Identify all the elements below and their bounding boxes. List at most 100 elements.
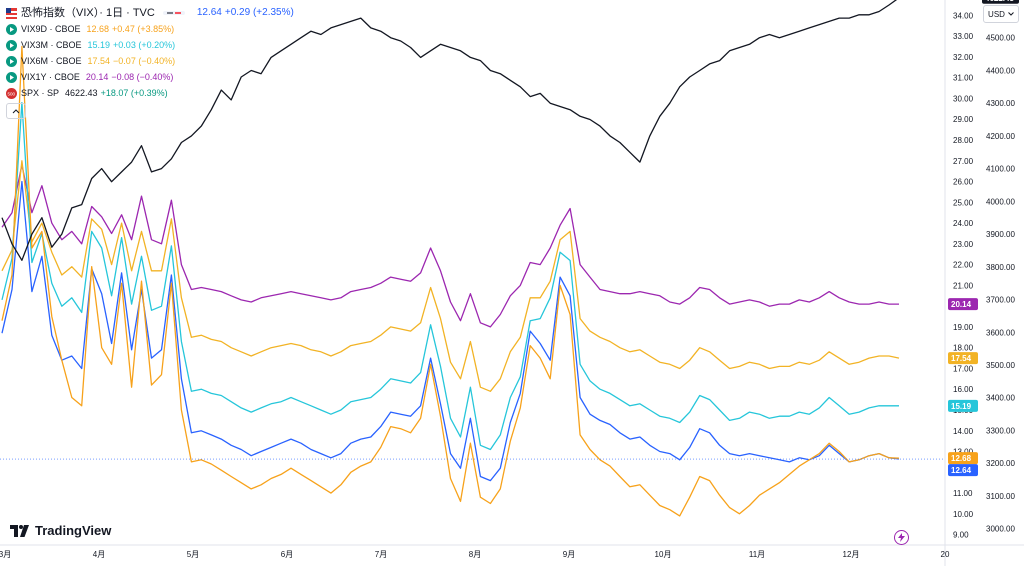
spx-tick-label: 3700.00 (986, 296, 1015, 305)
series-lines (0, 0, 945, 517)
currency-label: USD (988, 9, 1005, 19)
legend-value: 4622.43 (65, 88, 98, 98)
tradingview-logo-icon (10, 524, 29, 537)
legend-row-vix6m[interactable]: VIX6M · CBOE 17.54 −0.07 (−0.40%) (6, 53, 297, 69)
legend-row-vix3m[interactable]: VIX3M · CBOE 15.19 +0.03 (+0.20%) (6, 37, 297, 53)
vix-tick-label: 11.00 (953, 489, 973, 498)
legend-row-vix9d[interactable]: VIX9D · CBOE 12.68 +0.47 (+3.85%) (6, 21, 297, 37)
legend-name: VIX1Y · CBOE (21, 72, 80, 82)
vix-tick-label: 23.00 (953, 240, 974, 249)
vix-tick-label: 32.00 (953, 53, 974, 62)
vix-tick-label: 25.00 (953, 198, 974, 207)
price-tag-label: 15.19 (951, 402, 972, 411)
vix-tick-label: 26.00 (953, 178, 974, 187)
price-tag-label: 17.54 (951, 354, 972, 363)
play-icon[interactable] (6, 23, 17, 35)
time-tick-label: 3月 (0, 550, 11, 559)
time-tick-label: 9月 (563, 550, 575, 559)
legend-main-row[interactable]: 恐怖指数（VIX）· 1日 · TVC 12.64 +0.29 (+2.35%) (6, 5, 297, 21)
legend-row-spx[interactable]: 500 SPX · SP 4622.43 +18.07 (+0.39%) (6, 85, 297, 101)
time-tick-label: 6月 (281, 550, 293, 559)
play-icon[interactable] (6, 39, 17, 51)
legend-row-vix1y[interactable]: VIX1Y · CBOE 20.14 −0.08 (−0.40%) (6, 69, 297, 85)
price-tag (948, 452, 978, 465)
vix-tick-label: 14.00 (953, 427, 974, 436)
vix-tick-label: 28.00 (953, 136, 974, 145)
spx-tick-label: 3000.00 (986, 525, 1015, 534)
vix-tick-label: 10.00 (953, 510, 974, 519)
price-tag-label: 20.14 (951, 300, 972, 309)
vix-tick-label: 17.00 (953, 364, 974, 373)
vix-tick-label: 19.00 (953, 323, 974, 332)
vix-tick-label: 13.00 (953, 448, 974, 457)
vix-tick-label: 30.00 (953, 94, 974, 103)
spx-tick-label: 3200.00 (986, 459, 1015, 468)
currency-button[interactable]: USD (983, 5, 1019, 23)
price-tag (948, 298, 978, 311)
legend-change: −0.07 (−0.40%) (113, 56, 176, 66)
spx-tick-label: 4100.00 (986, 165, 1015, 174)
vix-tick-label: 21.00 (953, 281, 974, 290)
us-flag-icon (6, 7, 17, 19)
time-axis: 3月 4月 5月 6月 7月 8月 9月 10月 11月 12月 20 (0, 550, 950, 559)
spx-tick-label: 3600.00 (986, 328, 1015, 337)
spx-tick-label: 4300.00 (986, 99, 1015, 108)
series-line (1, 160, 900, 392)
time-tick-label: 8月 (469, 550, 481, 559)
visibility-toggle[interactable] (162, 11, 185, 15)
lightning-icon[interactable] (894, 530, 909, 545)
vix-tick-label: 34.00 (953, 11, 974, 20)
series-line (1, 101, 899, 451)
legend-value: 12.68 (86, 24, 110, 34)
spx-tick-label: 4500.00 (986, 34, 1015, 43)
chart-legend: 恐怖指数（VIX）· 1日 · TVC 12.64 +0.29 (+2.35%)… (6, 5, 297, 119)
time-tick-label: 7月 (375, 550, 387, 559)
tradingview-logo[interactable]: TradingView (10, 523, 111, 538)
legend-name: VIX9D · CBOE (21, 24, 81, 34)
legend-value: 17.54 (87, 56, 111, 66)
spx-tick-label: 4400.00 (986, 66, 1015, 75)
series-line (1, 0, 898, 261)
vix-tick-label: 27.00 (953, 157, 974, 166)
spx-tick-label: 3400.00 (986, 394, 1015, 403)
vix-tick-label: 31.00 (953, 74, 974, 83)
time-tick-label: 10月 (655, 550, 672, 559)
chevron-down-icon (1008, 12, 1014, 16)
time-tick-label: 12月 (843, 550, 860, 559)
main-change: +0.29 (+2.35%) (224, 7, 294, 18)
spx-tick-label: 4200.00 (986, 132, 1015, 141)
time-tick-label: 20 (941, 550, 950, 559)
price-tag (948, 464, 978, 477)
price-tag (948, 399, 978, 412)
vix-tick-label: 29.00 (953, 115, 974, 124)
spx-tick-label: 3500.00 (986, 361, 1015, 370)
legend-value: 15.19 (87, 40, 111, 50)
series-line (1, 45, 900, 517)
spx-500-icon[interactable]: 500 (6, 87, 17, 99)
time-tick-label: 5月 (187, 550, 199, 559)
price-tag-label: 4622.43 (985, 0, 1014, 3)
vix-tick-label: 22.00 (953, 261, 974, 270)
spx-price-axis: 4500.00 4400.00 4300.00 4200.00 4100.00 4000.… (986, 34, 1015, 534)
vix-tick-label: 33.00 (953, 32, 974, 41)
spx-tick-label: 3800.00 (986, 263, 1015, 272)
legend-change: +0.03 (+0.20%) (113, 40, 176, 50)
spx-tick-label: 3900.00 (986, 230, 1015, 239)
legend-value: 20.14 (85, 72, 109, 82)
vix-tick-label: 9.00 (953, 531, 969, 540)
price-tag (948, 352, 978, 365)
legend-name: VIX3M · CBOE (21, 40, 82, 50)
play-icon[interactable] (6, 71, 17, 83)
series-line (1, 164, 899, 328)
legend-change: +18.07 (+0.39%) (100, 88, 168, 98)
spx-tick-label: 3300.00 (986, 426, 1015, 435)
series-line (1, 180, 900, 482)
price-tag-label: 12.64 (951, 466, 972, 475)
time-tick-label: 4月 (93, 550, 105, 559)
legend-name: VIX6M · CBOE (21, 56, 82, 66)
play-icon[interactable] (6, 55, 17, 67)
main-symbol-title[interactable]: 恐怖指数（VIX）· 1日 · TVC (21, 7, 155, 19)
collapse-legend-button[interactable] (6, 103, 26, 119)
